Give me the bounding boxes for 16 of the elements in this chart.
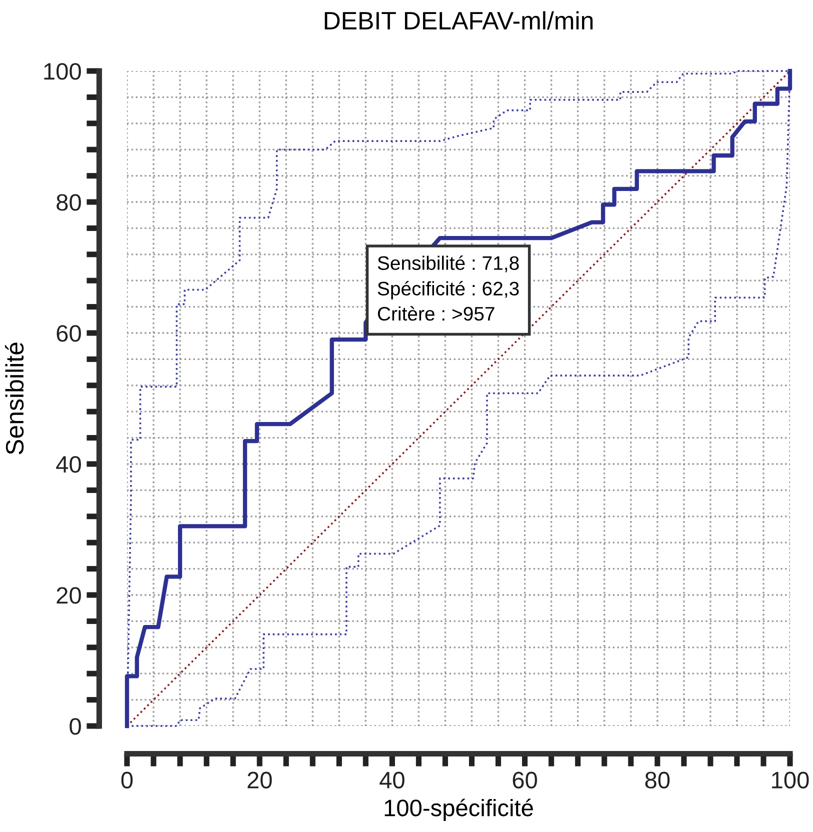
annotation: Sensibilité : 71,8 Spécificité : 62,3 Critère : >957 [378,255,519,321]
y-tick-label: 80 [56,194,81,211]
x-tick-label: 0 [121,772,133,788]
chart-title: DEBIT DELAFAV-ml/min [324,11,593,30]
x-tick-label: 80 [645,772,670,788]
x-tick-label: 40 [380,772,404,788]
y-tick-label: 60 [56,325,81,342]
y-axis-title: Sensibilité [4,342,24,454]
x-axis-title: 100-spécificité [384,798,533,821]
y-tick-label: 40 [56,456,81,473]
x-tick-label: 60 [512,772,538,788]
y-tick-label: 100 [44,63,81,80]
y-tick-label: 0 [70,718,81,735]
x-tick-label: 100 [772,772,809,788]
y-tick-label: 20 [56,587,81,604]
x-tick-label: 20 [248,772,272,788]
